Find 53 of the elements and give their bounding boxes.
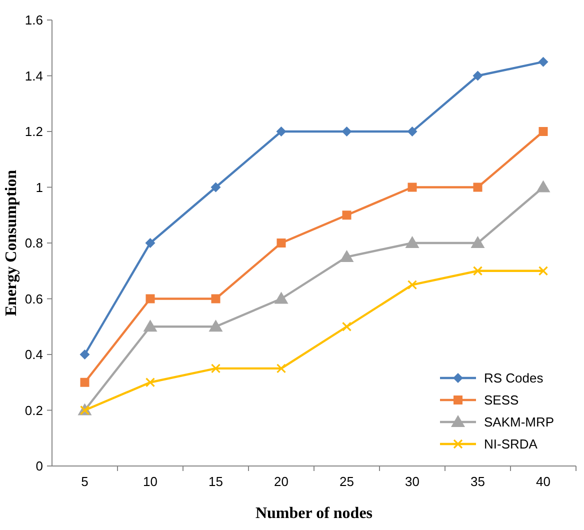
point — [470, 236, 485, 248]
point — [405, 236, 420, 248]
point — [276, 364, 286, 374]
x-tick-label: 15 — [208, 474, 223, 489]
legend-label: SAKM-MRP — [484, 414, 554, 430]
x-tick-label: 25 — [340, 474, 354, 489]
point — [536, 180, 550, 192]
point — [146, 294, 155, 304]
x-tick-label: 20 — [274, 474, 288, 489]
point — [407, 280, 418, 290]
legend-label: RS Codes — [484, 370, 544, 386]
y-tick-label: 1.4 — [24, 68, 43, 84]
point — [276, 126, 286, 136]
legend-label: NI-SRDA — [484, 436, 538, 452]
point — [342, 322, 352, 332]
y-tick-label: 0.6 — [24, 291, 43, 306]
point — [342, 210, 352, 220]
x-axis-title: Number of nodes — [255, 505, 373, 522]
point — [145, 378, 156, 388]
point — [538, 127, 548, 136]
point — [538, 266, 548, 276]
y-tick-label: 1.6 — [24, 12, 43, 28]
y-tick-label: 1 — [36, 180, 43, 195]
point — [208, 320, 223, 332]
point — [211, 294, 220, 304]
point — [340, 250, 354, 262]
point — [472, 266, 483, 276]
point — [210, 364, 221, 374]
point — [407, 126, 418, 136]
x-tick-label: 5 — [81, 474, 88, 489]
y-tick-label: 0.4 — [24, 347, 43, 362]
y-tick-label: 0.2 — [24, 402, 43, 418]
y-tick-label: 0.8 — [24, 236, 43, 251]
point — [80, 350, 90, 360]
point — [408, 182, 417, 192]
point — [143, 320, 158, 332]
y-axis-title: Energy Consumption — [3, 170, 20, 316]
point — [274, 292, 288, 304]
point — [473, 182, 482, 192]
point — [472, 70, 483, 81]
x-tick-label: 30 — [405, 474, 420, 489]
point — [276, 238, 286, 248]
x-tick-label: 35 — [470, 474, 485, 489]
y-tick-label: 1.2 — [24, 124, 43, 140]
point — [145, 238, 156, 248]
legend-label: SESS — [484, 392, 520, 408]
x-tick-label: 40 — [536, 474, 550, 489]
y-tick-label: 0 — [36, 458, 43, 474]
point — [80, 378, 90, 387]
point — [342, 126, 352, 136]
x-tick-label: 10 — [143, 474, 158, 489]
point — [210, 182, 221, 192]
point — [538, 56, 548, 67]
